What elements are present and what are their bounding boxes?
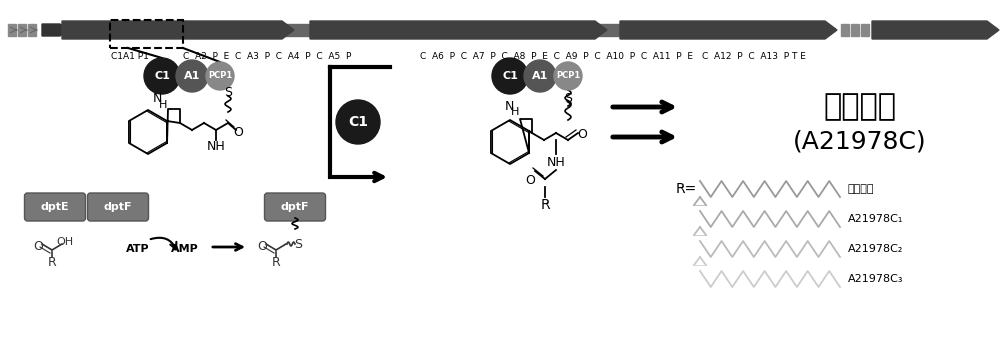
Text: C  A6  P  C  A7  P  C  A8  P  E  C  A9  P  C  A10  P  C  A11  P  E: C A6 P C A7 P C A8 P E C A9 P C A10 P C …: [420, 52, 693, 61]
Bar: [282, 24, 310, 36]
Text: A1: A1: [532, 71, 548, 81]
FancyBboxPatch shape: [24, 193, 86, 221]
Text: A21978C₂: A21978C₂: [848, 244, 903, 254]
Bar: [110, 20, 183, 48]
Text: R=: R=: [676, 182, 697, 196]
Text: (A21978C): (A21978C): [793, 130, 927, 154]
Text: dptF: dptF: [104, 202, 132, 212]
Text: H: H: [159, 100, 167, 110]
Text: O: O: [577, 128, 587, 142]
Text: A21978C₁: A21978C₁: [848, 214, 903, 224]
Bar: [8, 24, 16, 36]
Bar: [28, 24, 36, 36]
Ellipse shape: [206, 62, 234, 90]
Text: OH: OH: [56, 237, 74, 247]
Text: O: O: [233, 125, 243, 139]
Text: C1: C1: [502, 71, 518, 81]
Text: A21978C₃: A21978C₃: [848, 274, 904, 284]
Text: PCP1: PCP1: [208, 71, 232, 81]
Text: 达托霏素: 达托霏素: [848, 184, 874, 194]
FancyArrow shape: [310, 21, 607, 39]
Text: S: S: [224, 87, 232, 99]
Text: S: S: [294, 239, 302, 251]
FancyBboxPatch shape: [264, 193, 326, 221]
Text: C  A2  P  E  C  A3  P  C  A4  P  C  A5  P: C A2 P E C A3 P C A4 P C A5 P: [183, 52, 351, 61]
Ellipse shape: [176, 60, 208, 92]
Text: ATP: ATP: [126, 244, 150, 254]
Text: R: R: [272, 255, 280, 269]
Bar: [18, 24, 26, 36]
FancyArrow shape: [62, 21, 294, 39]
Text: NH: NH: [547, 155, 565, 168]
Text: C1: C1: [154, 71, 170, 81]
Ellipse shape: [144, 58, 180, 94]
Text: A1: A1: [184, 71, 200, 81]
Text: O: O: [525, 175, 535, 187]
Text: NH: NH: [207, 141, 225, 153]
Bar: [861, 24, 869, 36]
Text: H: H: [511, 107, 519, 117]
Text: PCP1: PCP1: [556, 71, 580, 81]
Ellipse shape: [524, 60, 556, 92]
Text: N: N: [504, 99, 514, 113]
Text: dptF: dptF: [281, 202, 309, 212]
FancyArrow shape: [42, 24, 68, 36]
Ellipse shape: [336, 100, 380, 144]
FancyBboxPatch shape: [88, 193, 148, 221]
Text: C  A12  P  C  A13  P T E: C A12 P C A13 P T E: [702, 52, 806, 61]
FancyArrow shape: [620, 21, 837, 39]
Text: N: N: [152, 92, 162, 105]
Bar: [595, 24, 620, 36]
Text: S: S: [564, 92, 572, 105]
FancyArrow shape: [872, 21, 999, 39]
Text: AMP: AMP: [171, 244, 199, 254]
Ellipse shape: [492, 58, 528, 94]
Text: C1: C1: [348, 115, 368, 129]
Text: 达托霏素: 达托霏素: [824, 92, 896, 122]
Text: R: R: [540, 198, 550, 212]
Bar: [851, 24, 859, 36]
Text: R: R: [48, 255, 56, 269]
Text: dptE: dptE: [41, 202, 69, 212]
Text: C1A1 P1: C1A1 P1: [111, 52, 149, 61]
Bar: [841, 24, 849, 36]
Ellipse shape: [554, 62, 582, 90]
Text: O: O: [257, 241, 267, 253]
Text: O: O: [33, 241, 43, 253]
